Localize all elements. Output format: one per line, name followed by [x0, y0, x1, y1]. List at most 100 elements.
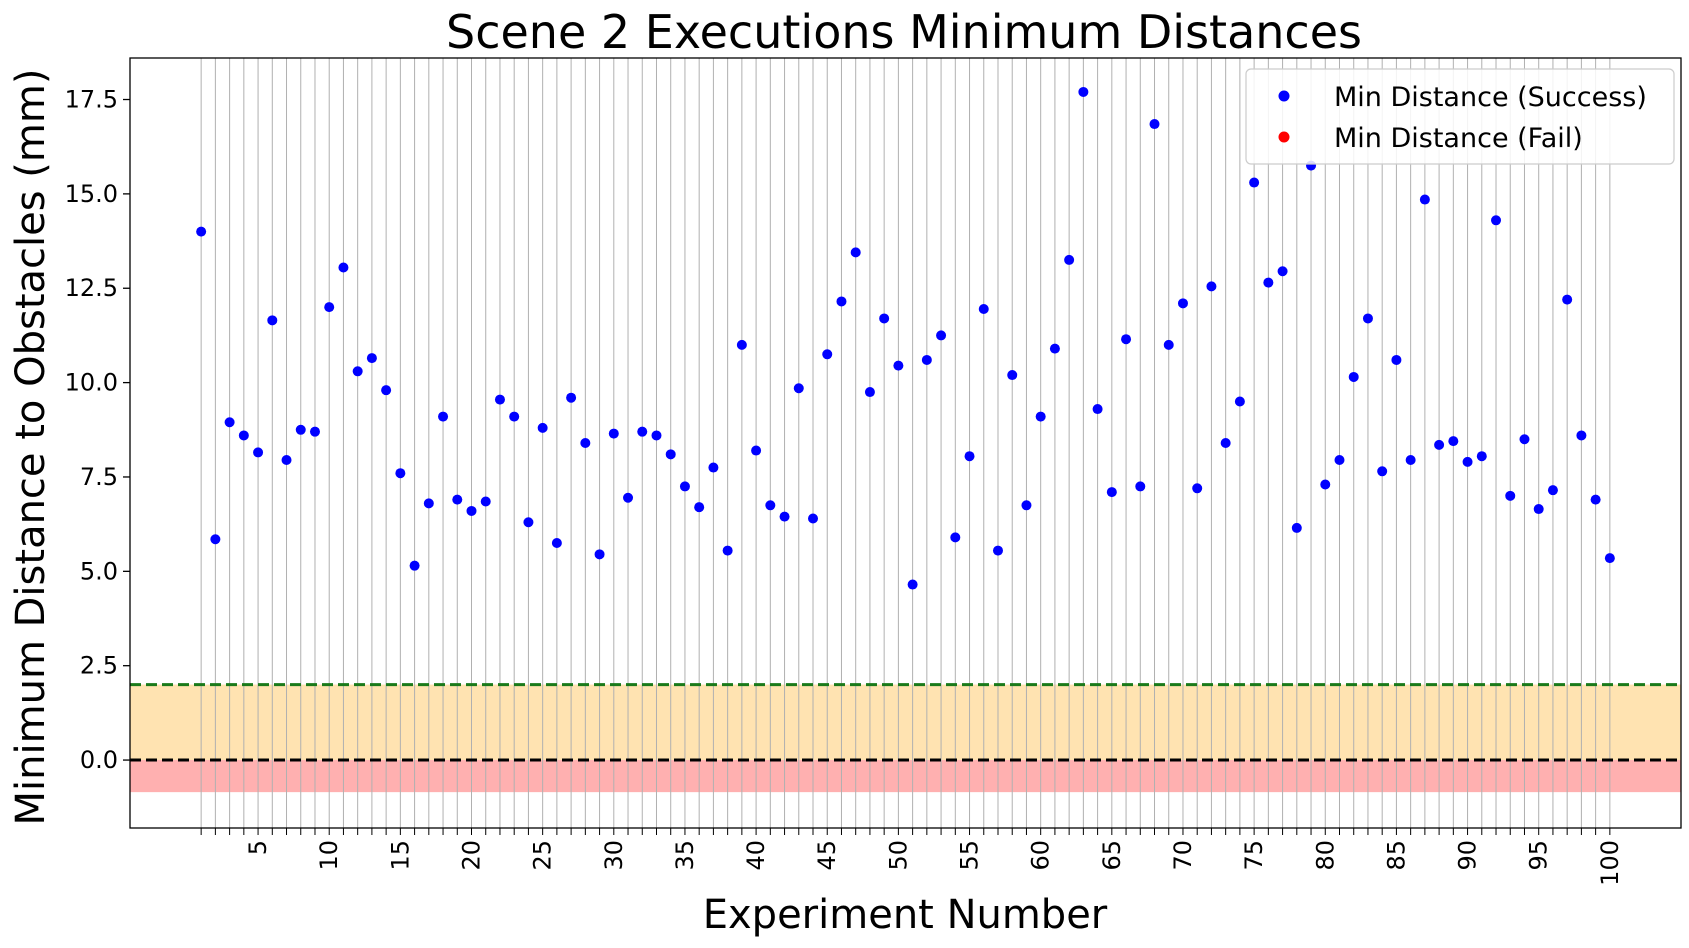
x-tick-label: 95	[1525, 840, 1553, 871]
legend: Min Distance (Success) Min Distance (Fail…	[1245, 68, 1675, 165]
data-point	[1078, 86, 1089, 97]
data-point	[1206, 281, 1217, 292]
data-point	[1434, 439, 1445, 450]
data-point	[409, 560, 420, 571]
data-point	[438, 411, 449, 422]
data-point	[295, 424, 306, 435]
data-point	[679, 481, 690, 492]
data-point	[893, 360, 904, 371]
threshold-band-2	[130, 760, 1681, 793]
data-point	[494, 394, 505, 405]
data-point	[281, 454, 292, 465]
data-point	[338, 262, 349, 273]
y-tick-label: 0.0	[80, 746, 118, 774]
data-point	[210, 534, 221, 545]
data-point	[1462, 456, 1473, 467]
x-tick-label: 75	[1240, 840, 1268, 871]
x-tick-label: 20	[458, 840, 486, 871]
x-axis-label: Experiment Number	[703, 892, 1108, 938]
data-point	[651, 430, 662, 441]
legend-box	[1245, 68, 1675, 165]
data-point	[879, 313, 890, 324]
x-tick-label: 65	[1098, 840, 1126, 871]
data-point	[936, 330, 947, 341]
data-point	[978, 304, 989, 315]
data-point	[580, 438, 591, 448]
data-point	[1419, 194, 1430, 205]
data-point	[1590, 494, 1601, 505]
data-point	[1291, 522, 1302, 533]
plot-area: 5 10 15 20 25 30 35 40 45 50 55 60 65 70 75 80 85 90 95 100…	[65, 57, 1682, 886]
data-point	[1505, 490, 1516, 501]
data-point	[1177, 298, 1188, 309]
data-point	[566, 392, 577, 403]
data-point	[452, 494, 463, 505]
x-tick-label: 55	[956, 840, 984, 871]
data-point	[808, 513, 819, 524]
data-point	[1092, 404, 1103, 415]
data-point	[1021, 500, 1032, 511]
x-tick-label: 90	[1454, 840, 1482, 871]
data-point	[253, 447, 264, 458]
data-point	[1106, 487, 1117, 498]
legend-label: Min Distance (Fail)	[1334, 123, 1583, 154]
x-tick-label: 60	[1027, 840, 1055, 871]
data-point	[850, 247, 861, 258]
data-point	[751, 445, 762, 456]
data-point	[423, 498, 434, 509]
legend-marker	[1278, 131, 1290, 143]
data-point	[1362, 313, 1373, 324]
data-point	[267, 315, 278, 326]
plot-frame	[129, 57, 1682, 829]
data-point	[381, 385, 392, 396]
data-point	[836, 296, 847, 307]
data-point	[1035, 411, 1046, 422]
data-point	[509, 411, 520, 422]
data-point	[964, 451, 975, 462]
data-point	[665, 449, 676, 460]
data-point	[196, 226, 207, 237]
data-point	[1519, 434, 1530, 445]
data-point	[1547, 485, 1558, 496]
x-tick-label: 70	[1169, 840, 1197, 871]
data-point	[1049, 343, 1060, 354]
x-tick-label: 5	[244, 840, 272, 855]
data-point	[523, 517, 534, 528]
data-point	[992, 545, 1003, 556]
y-tick-label: 2.5	[80, 652, 118, 680]
chart-title: Scene 2 Executions Minimum Distances	[446, 5, 1362, 59]
data-point	[1405, 454, 1416, 465]
data-point	[1320, 479, 1331, 490]
legend-label: Min Distance (Success)	[1334, 82, 1647, 113]
x-tick-label: 45	[813, 840, 841, 871]
data-point	[864, 387, 875, 398]
legend-marker	[1278, 90, 1290, 102]
x-tick-label: 80	[1311, 840, 1339, 871]
data-point	[1234, 396, 1245, 407]
data-point	[793, 383, 804, 394]
data-point	[1263, 277, 1274, 288]
x-tick-label: 100	[1596, 840, 1624, 886]
data-point	[1491, 215, 1502, 226]
y-tick-label: 7.5	[80, 463, 118, 491]
data-point	[1192, 483, 1203, 494]
data-point	[466, 505, 477, 516]
data-point	[309, 426, 320, 437]
data-point	[1533, 504, 1544, 515]
data-point	[694, 502, 705, 513]
x-tick-label: 25	[529, 840, 557, 871]
data-point	[708, 462, 719, 473]
data-point	[224, 417, 235, 428]
y-tick-label: 10.0	[65, 369, 118, 397]
data-point	[1348, 371, 1359, 382]
data-point	[950, 532, 961, 543]
data-point	[480, 496, 491, 507]
data-point	[352, 366, 363, 377]
data-point	[1064, 254, 1075, 265]
data-point	[765, 500, 776, 511]
data-point	[1007, 370, 1018, 381]
x-tick-label: 30	[600, 840, 628, 871]
x-tick-label: 15	[386, 840, 414, 871]
threshold-band-1	[130, 684, 1681, 761]
